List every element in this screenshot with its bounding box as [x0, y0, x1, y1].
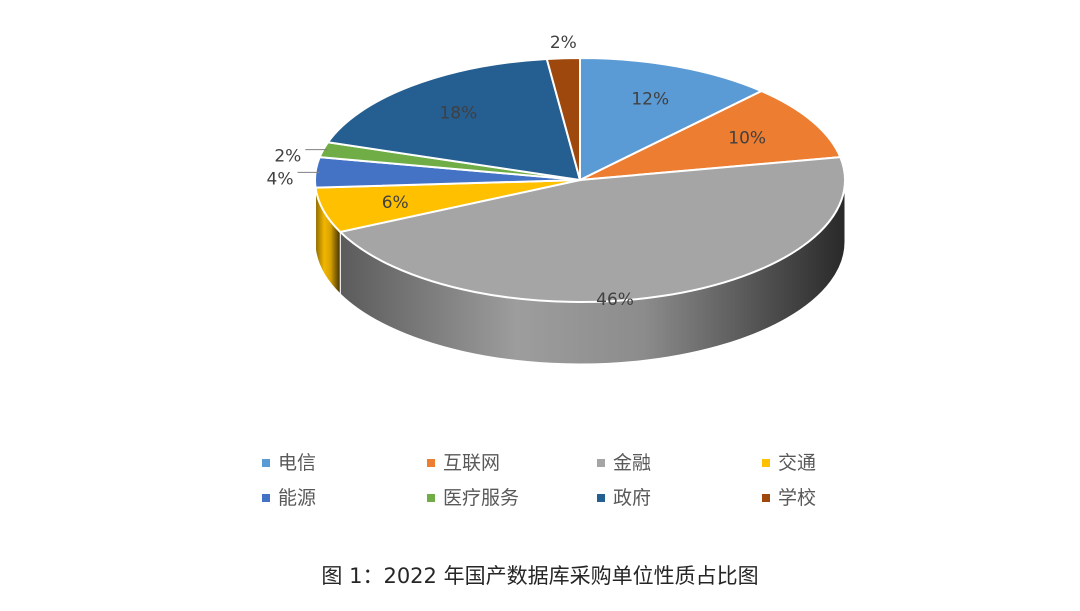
data-label-学校: 2% [550, 33, 577, 53]
legend-label: 电信 [278, 452, 316, 474]
legend-label: 互联网 [443, 452, 500, 474]
legend-swatch [762, 459, 770, 467]
legend-swatch [262, 494, 270, 502]
data-label-政府: 18% [439, 103, 477, 123]
pie-data-labels: 12%10%46%6%4%2%18%2% [267, 33, 767, 310]
pie-slice-互联网 [579, 89, 842, 181]
legend-label: 政府 [613, 487, 651, 509]
legend-swatch [427, 459, 435, 467]
legend-item-政府: 政府 [597, 487, 651, 509]
legend-label: 能源 [278, 487, 316, 509]
legend-swatch [597, 459, 605, 467]
legend-label: 金融 [613, 452, 651, 474]
legend-item-互联网: 互联网 [427, 452, 500, 474]
data-label-互联网: 10% [728, 129, 766, 149]
legend-item-交通: 交通 [762, 452, 816, 474]
pie-slice-电信 [579, 56, 764, 182]
legend-item-能源: 能源 [262, 487, 316, 509]
data-label-能源: 4% [267, 169, 294, 189]
legend-item-金融: 金融 [597, 452, 651, 474]
pie-slice-政府 [326, 57, 582, 182]
legend-item-电信: 电信 [262, 452, 316, 474]
legend-swatch [427, 494, 435, 502]
legend-swatch [597, 494, 605, 502]
legend-item-学校: 学校 [762, 487, 816, 509]
data-label-交通: 6% [382, 193, 409, 213]
figure-caption: 图 1：2022 年国产数据库采购单位性质占比图 [321, 564, 759, 588]
legend-label: 医疗服务 [443, 487, 519, 509]
data-label-金融: 46% [596, 290, 634, 310]
legend-swatch [262, 459, 270, 467]
legend-item-医疗服务: 医疗服务 [427, 487, 519, 509]
data-label-电信: 12% [631, 89, 669, 109]
pie-slice-学校 [545, 56, 581, 181]
legend-label: 交通 [778, 452, 816, 474]
data-label-医疗服务: 2% [274, 147, 301, 167]
pie-slices [314, 56, 846, 303]
pie-slice-金融 [338, 156, 846, 303]
legend-label: 学校 [778, 487, 816, 509]
legend-swatch [762, 494, 770, 502]
